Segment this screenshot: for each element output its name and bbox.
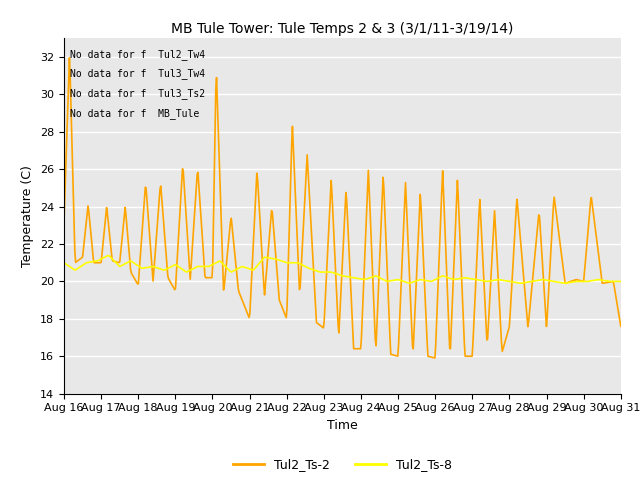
Tul2_Ts-2 [60,219,68,225]
Tul2_Ts-8 [185,268,193,274]
Tul2_Ts-8 [411,278,419,284]
Y-axis label: Temperature (C): Temperature (C) [22,165,35,267]
X-axis label: Time: Time [327,419,358,432]
Tul2_Ts-2 [411,312,419,317]
Tul2_Ts-8 [617,278,625,284]
Line: Tul2_Ts-8: Tul2_Ts-8 [64,255,621,283]
Legend: Tul2_Ts-2, Tul2_Ts-8: Tul2_Ts-2, Tul2_Ts-8 [228,453,457,476]
Tul2_Ts-8 [561,280,569,286]
Tul2_Ts-2 [128,272,136,277]
Tul2_Ts-8 [214,259,222,264]
Tul2_Ts-8 [128,259,136,264]
Line: Tul2_Ts-2: Tul2_Ts-2 [64,58,621,358]
Text: No data for f  Tul3_Tw4: No data for f Tul3_Tw4 [70,69,205,80]
Tul2_Ts-8 [70,266,78,272]
Tul2_Ts-8 [60,260,68,265]
Tul2_Ts-2 [617,324,625,329]
Title: MB Tule Tower: Tule Temps 2 & 3 (3/1/11-3/19/14): MB Tule Tower: Tule Temps 2 & 3 (3/1/11-… [172,22,513,36]
Text: No data for f  Tul2_Tw4: No data for f Tul2_Tw4 [70,49,205,60]
Tul2_Ts-2 [214,122,222,128]
Tul2_Ts-8 [104,252,112,258]
Tul2_Ts-2 [71,249,79,254]
Tul2_Ts-2 [65,55,73,60]
Tul2_Ts-2 [431,355,439,361]
Text: No data for f  MB_Tule: No data for f MB_Tule [70,108,199,119]
Tul2_Ts-8 [428,278,435,284]
Text: No data for f  Tul3_Ts2: No data for f Tul3_Ts2 [70,88,205,99]
Tul2_Ts-2 [185,253,193,259]
Tul2_Ts-2 [428,354,435,360]
